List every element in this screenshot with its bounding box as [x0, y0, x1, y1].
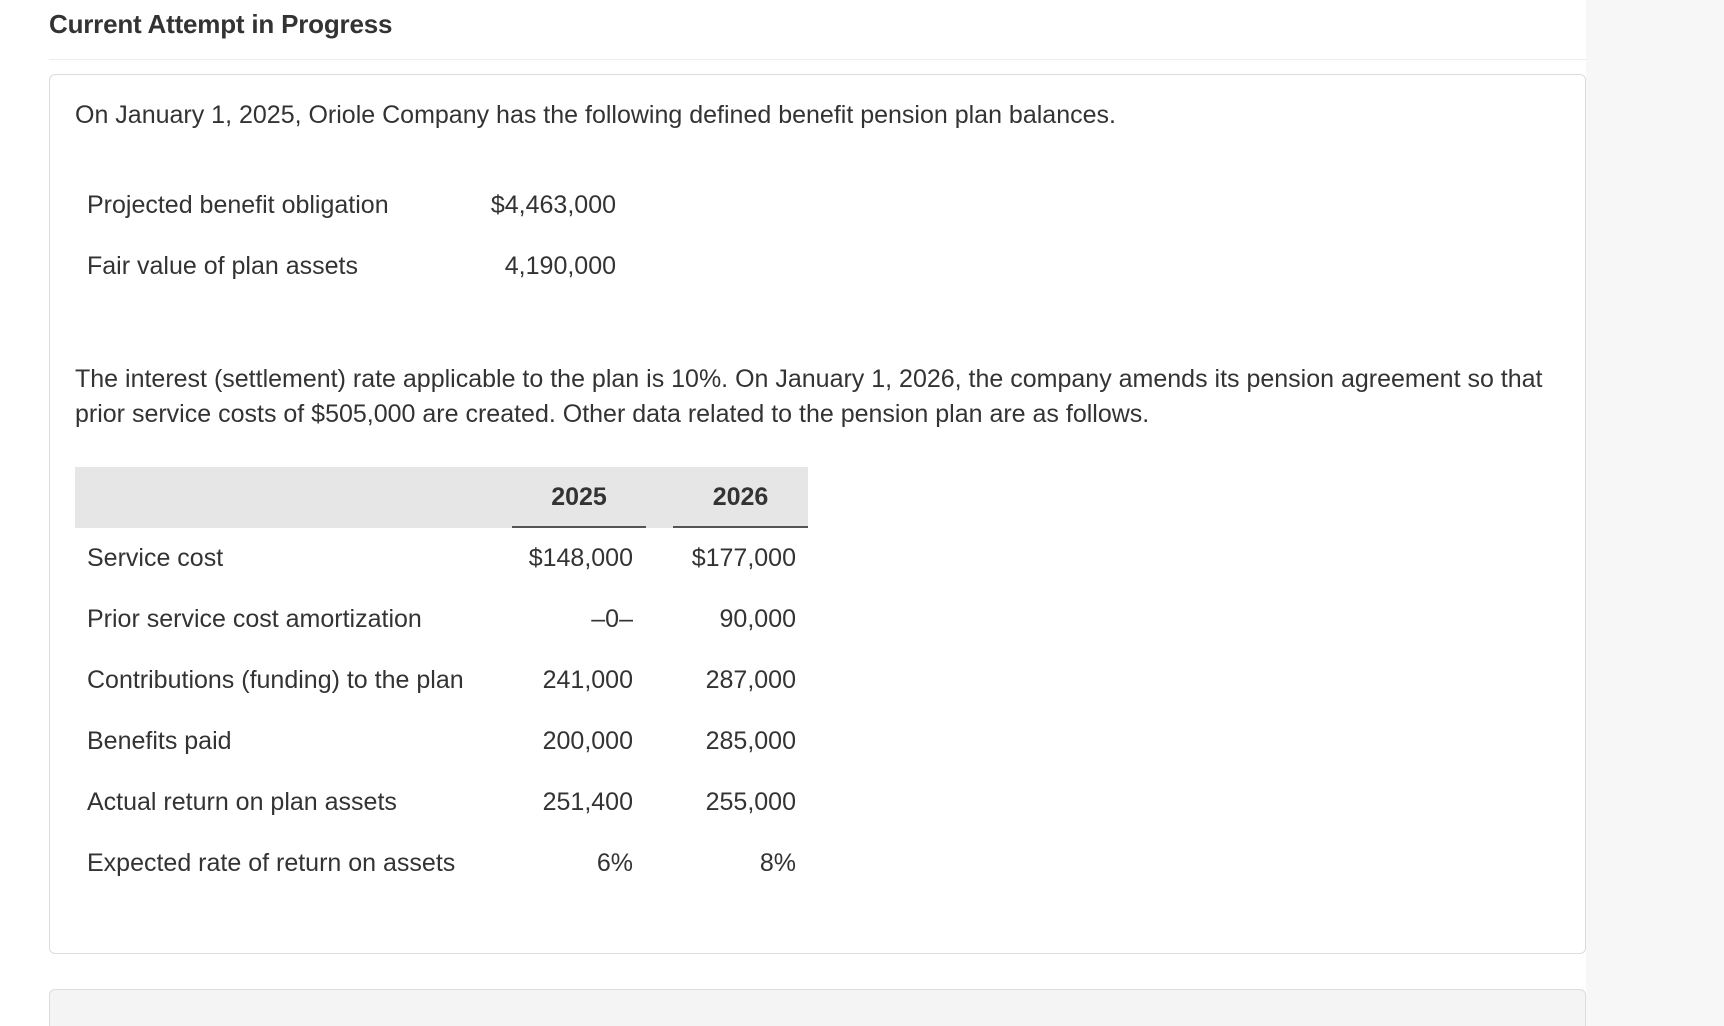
row-value-2026: 255,000 [705, 788, 796, 816]
row-label: Expected rate of return on assets [87, 849, 456, 877]
next-section-card [49, 989, 1586, 1026]
balance-value: 4,190,000 [504, 252, 616, 280]
question-details-text: The interest (settlement) rate applicabl… [75, 365, 1543, 428]
row-value-2025: $148,000 [528, 544, 633, 572]
column-header-2026: 2026 [712, 483, 769, 511]
pension-data-table: 2025 2026 Service cost $148,000 $177,000… [75, 467, 808, 894]
row-value-2025: 251,400 [542, 788, 633, 816]
table-row: Actual return on plan assets 251,400 255… [75, 772, 808, 833]
question-intro-text: On January 1, 2025, Oriole Company has t… [75, 101, 1116, 129]
table-row: Prior service cost amortization –0– 90,0… [75, 589, 808, 650]
row-value-2025: 200,000 [542, 727, 633, 755]
row-value-2026: 287,000 [705, 666, 796, 694]
table-header-row: 2025 2026 [75, 467, 808, 528]
attempt-status-heading: Current Attempt in Progress [49, 9, 393, 39]
row-value-2025: 6% [596, 849, 633, 877]
table-row: Expected rate of return on assets 6% 8% [75, 833, 808, 894]
question-card: On January 1, 2025, Oriole Company has t… [49, 74, 1586, 954]
row-value-2026: $177,000 [691, 544, 796, 572]
column-underline [673, 526, 808, 528]
row-value-2025: 241,000 [542, 666, 633, 694]
header-divider [49, 59, 1586, 60]
row-value-2025: –0– [591, 605, 633, 633]
row-value-2026: 90,000 [719, 605, 796, 633]
column-header-2025: 2025 [551, 483, 607, 511]
row-label: Contributions (funding) to the plan [87, 666, 464, 694]
row-value-2026: 285,000 [705, 727, 796, 755]
row-label: Actual return on plan assets [87, 788, 397, 816]
row-label: Benefits paid [87, 727, 232, 755]
table-row: Contributions (funding) to the plan 241,… [75, 650, 808, 711]
content-column: Current Attempt in Progress On January 1… [49, 9, 1586, 1026]
table-row: Service cost $148,000 $177,000 [75, 528, 808, 589]
row-value-2026: 8% [759, 849, 796, 877]
balance-label: Fair value of plan assets [87, 252, 358, 280]
balance-value: $4,463,000 [490, 191, 616, 219]
row-label: Prior service cost amortization [87, 605, 422, 633]
table-row: Benefits paid 200,000 285,000 [75, 711, 808, 772]
balance-label: Projected benefit obligation [87, 191, 389, 219]
row-label: Service cost [87, 544, 224, 572]
column-underline [512, 526, 646, 528]
